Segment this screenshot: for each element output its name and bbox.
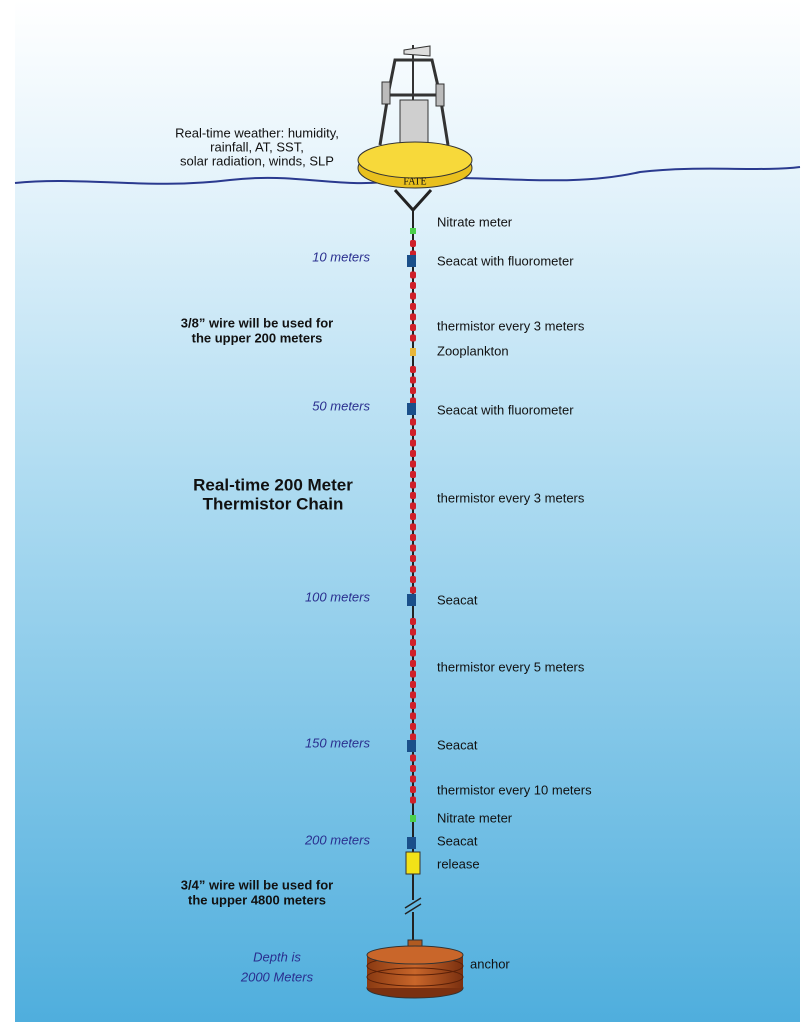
thermistor [410, 534, 416, 541]
thermistor [410, 240, 416, 247]
thermistor [410, 376, 416, 384]
instrument-label: Nitrate meter [437, 214, 513, 229]
thermistor [410, 712, 416, 720]
thermistor [410, 775, 416, 783]
thermistor-chain [410, 240, 416, 804]
thermistor [410, 765, 416, 772]
thermistor [410, 586, 416, 594]
labels: Real-time weather: humidity,rainfall, AT… [175, 125, 592, 984]
instrument-label: Zooplankton [437, 343, 509, 358]
instrument-label: Seacat with fluorometer [437, 253, 574, 268]
thermistor [410, 691, 416, 699]
wire-note: the upper 200 meters [192, 330, 323, 345]
thermistor [410, 271, 416, 279]
depth-label: 50 meters [312, 398, 370, 413]
weather-note: rainfall, AT, SST, [210, 139, 304, 154]
thermistor [410, 576, 416, 583]
thermistor [410, 303, 416, 310]
thermistor [410, 786, 416, 793]
instrument-label: Seacat [437, 833, 478, 848]
thermistor [410, 282, 416, 289]
thermistor [410, 492, 416, 499]
thermistor [410, 723, 416, 730]
depth-label: 150 meters [305, 735, 371, 750]
thermistor [410, 523, 416, 531]
instrument-label: thermistor every 10 meters [437, 782, 592, 797]
thermistor [410, 471, 416, 478]
thermistor [410, 397, 416, 405]
depth-note: Depth is [253, 949, 301, 964]
weather-note: solar radiation, winds, SLP [180, 153, 334, 168]
thermistor [410, 681, 416, 688]
depth-label: 10 meters [312, 249, 370, 264]
title: Thermistor Chain [203, 494, 344, 513]
thermistor [410, 292, 416, 300]
thermistor [410, 660, 416, 667]
thermistor [410, 702, 416, 709]
thermistor [410, 628, 416, 636]
instrument-label: Seacat [437, 592, 478, 607]
instrument-label: release [437, 856, 480, 871]
depth-note: 2000 Meters [240, 969, 314, 984]
instrument-label: thermistor every 3 meters [437, 318, 585, 333]
thermistor [410, 513, 416, 520]
instrument-label: anchor [470, 956, 510, 971]
thermistor [410, 733, 416, 741]
instrument-label: Nitrate meter [437, 810, 513, 825]
thermistor [410, 387, 416, 394]
thermistor [410, 565, 416, 573]
thermistor [410, 796, 416, 804]
wire-note: the upper 4800 meters [188, 892, 326, 907]
thermistor [410, 544, 416, 552]
depth-label: 100 meters [305, 589, 371, 604]
title: Real-time 200 Meter [193, 475, 353, 494]
thermistor [410, 439, 416, 447]
thermistor [410, 649, 416, 657]
instrument-label: thermistor every 3 meters [437, 490, 585, 505]
weather-note: Real-time weather: humidity, [175, 125, 339, 140]
thermistor [410, 670, 416, 678]
wire-note: 3/8” wire will be used for [181, 315, 333, 330]
thermistor [410, 639, 416, 646]
thermistor [410, 754, 416, 762]
instrument-label: Seacat [437, 737, 478, 752]
anchor [366, 939, 464, 999]
instrument-label: Seacat with fluorometer [437, 402, 574, 417]
thermistor [410, 555, 416, 562]
thermistor [410, 324, 416, 331]
line-break [404, 897, 422, 915]
thermistor [410, 334, 416, 342]
thermistor [410, 502, 416, 510]
buoy-label: FATE [403, 176, 426, 187]
wire-note: 3/4” wire will be used for [181, 877, 333, 892]
instruments [405, 228, 421, 875]
thermistor [410, 366, 416, 373]
depth-label: 200 meters [304, 832, 371, 847]
thermistor [410, 418, 416, 426]
thermistor [410, 460, 416, 468]
thermistor [410, 481, 416, 489]
thermistor [410, 450, 416, 457]
thermistor [410, 313, 416, 321]
instrument-label: thermistor every 5 meters [437, 659, 585, 674]
thermistor [410, 618, 416, 625]
thermistor [410, 429, 416, 436]
